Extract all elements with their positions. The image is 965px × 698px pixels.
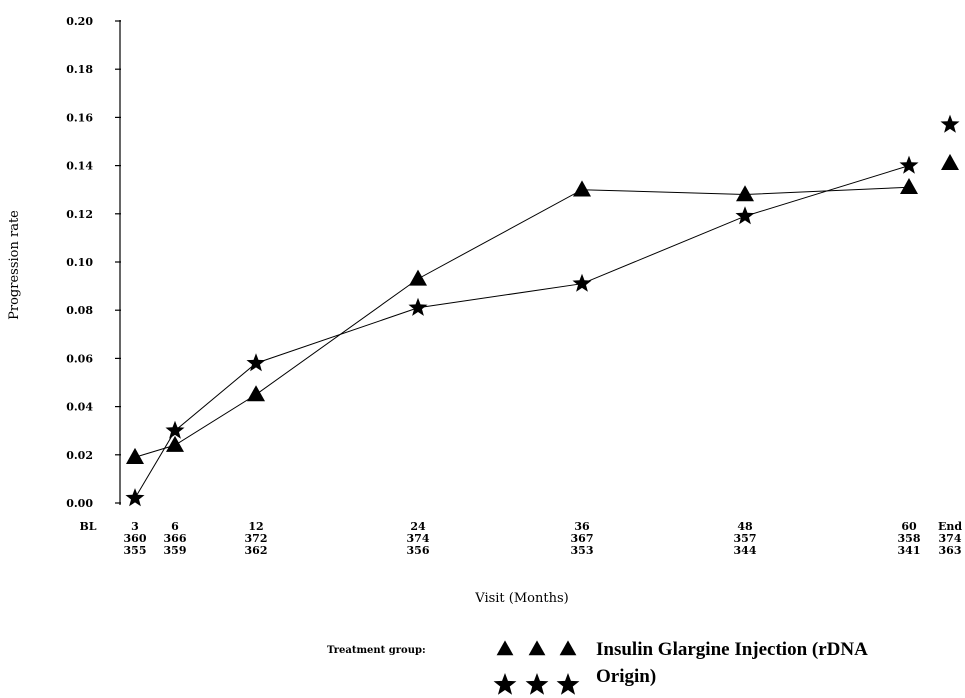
x-tick-label: BL <box>79 520 96 533</box>
x-tick-label: 3 <box>131 520 139 533</box>
x-count-label: 372 <box>245 532 268 545</box>
y-tick-label: 0.20 <box>66 15 93 28</box>
legend-star-marker <box>525 673 549 695</box>
legend-triangle-marker <box>528 640 546 656</box>
series-layer <box>125 114 960 507</box>
triangle-point <box>166 435 184 452</box>
y-tick-label: 0.12 <box>66 208 93 221</box>
x-count-label: 355 <box>124 544 147 557</box>
x-tick-label: 6 <box>171 520 179 533</box>
star-point <box>572 273 592 292</box>
legend-caption: Treatment group: <box>327 645 426 656</box>
y-tick-label: 0.16 <box>66 111 93 124</box>
x-count-label: 357 <box>734 532 757 545</box>
x-tick-labels: BL 33603556366359123723622437435636367353… <box>79 520 962 557</box>
x-count-label: 356 <box>407 544 430 557</box>
y-tick-label: 0.06 <box>66 352 93 365</box>
x-count-label: 353 <box>571 544 594 557</box>
star-end-point <box>940 114 960 133</box>
x-count-label: 374 <box>939 532 962 545</box>
triangle-point <box>247 385 265 402</box>
x-tick-label: 60 <box>901 520 917 533</box>
legend-triangle-marker <box>496 640 514 656</box>
legend-markers <box>493 640 580 695</box>
star-point <box>125 488 145 507</box>
star-point <box>408 297 428 316</box>
legend-star-marker <box>493 673 517 695</box>
x-count-label: 360 <box>124 532 147 545</box>
x-tick-label: End <box>938 520 962 533</box>
x-count-label: 362 <box>245 544 268 557</box>
y-axis-title: Progression rate <box>7 210 22 320</box>
x-count-label: 341 <box>898 544 921 557</box>
series-line-triangle <box>134 186 910 458</box>
triangle-point <box>126 447 144 464</box>
x-tick-label: 12 <box>248 520 263 533</box>
triangle-end-point <box>941 153 959 170</box>
star-point <box>899 155 919 174</box>
triangle-point <box>409 269 427 286</box>
x-count-label: 344 <box>734 544 757 557</box>
y-tick-label: 0.18 <box>66 63 93 76</box>
x-tick-label: 24 <box>410 520 426 533</box>
x-tick-label: 48 <box>737 520 753 533</box>
y-tick-label: 0.08 <box>66 304 93 317</box>
y-tick-label: 0.14 <box>66 160 93 173</box>
legend-label-1: Insulin Glargine Injection (rDNA <box>596 639 868 660</box>
star-point <box>165 420 185 439</box>
x-count-label: 366 <box>164 532 187 545</box>
x-axis-title: Visit (Months) <box>474 591 568 606</box>
y-tick-label: 0.00 <box>66 497 93 510</box>
triangle-point <box>900 177 918 195</box>
x-count-label: 359 <box>164 544 187 557</box>
x-count-label: 367 <box>571 532 594 545</box>
star-point <box>246 353 266 372</box>
y-tick-labels: 0.00 0.02 0.04 0.06 0.08 0.10 0.12 0.14 0.16 0.18… <box>66 15 121 510</box>
y-tick-label: 0.02 <box>66 449 93 462</box>
triangle-point <box>736 185 754 202</box>
series-line-star <box>134 165 910 499</box>
y-tick-label: 0.04 <box>66 401 93 414</box>
y-tick-label: 0.10 <box>66 256 93 269</box>
legend-triangle-marker <box>559 640 577 656</box>
legend-star-marker <box>556 673 580 695</box>
triangle-point <box>573 180 591 197</box>
legend-label-2: Origin) <box>596 666 656 687</box>
x-count-label: 374 <box>407 532 430 545</box>
x-count-label: 358 <box>898 532 921 545</box>
x-count-label: 363 <box>939 544 962 557</box>
star-point <box>735 206 755 225</box>
legend: Treatment group: Insulin Glargine Inject… <box>327 639 868 695</box>
x-tick-label: 36 <box>574 520 590 533</box>
